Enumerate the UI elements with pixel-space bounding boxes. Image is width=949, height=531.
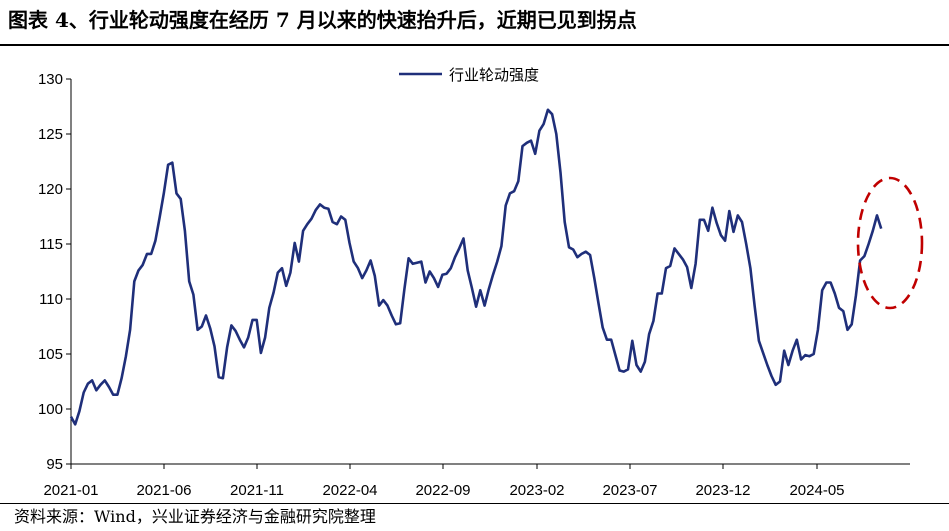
y-tick-label: 120 [38,181,63,198]
x-tick-label: 2021-06 [136,482,191,499]
y-tick-label: 100 [38,401,63,418]
y-tick-label: 105 [38,346,63,363]
y-axis: 95 100 105 110 115 120 125 130 [38,71,72,473]
x-tick-label: 2021-11 [230,482,284,499]
y-tick-label: 110 [39,291,63,308]
x-tick-label: 2023-12 [695,482,750,499]
legend-label: 行业轮动强度 [449,66,539,84]
x-tick-label: 2023-07 [602,482,657,499]
bottom-rule [0,503,949,504]
legend: 行业轮动强度 [399,66,539,84]
y-tick-label: 130 [38,71,63,88]
figure-title: 图表 4、行业轮动强度在经历 7 月以来的快速抬升后，近期已见到拐点 [8,8,637,32]
top-rule [0,44,949,46]
y-tick-label: 125 [38,126,63,143]
x-tick-label: 2022-09 [415,482,470,499]
x-tick-label: 2022-04 [322,482,377,499]
y-tick-label: 95 [46,456,63,473]
turning-point-highlight [856,176,924,310]
source-note: 资料来源：Wind，兴业证券经济与金融研究院整理 [14,507,376,526]
x-axis: 2021-01 2021-06 2021-11 2022-04 2022-09 2023-… [43,463,910,499]
annotation [856,176,924,310]
plot-area [69,108,883,426]
series-line-rotation-strength [69,108,883,426]
x-tick-label: 2024-05 [789,482,844,499]
x-tick-label: 2021-01 [43,482,98,499]
y-tick-label: 115 [39,236,63,253]
x-tick-label: 2023-02 [509,482,564,499]
